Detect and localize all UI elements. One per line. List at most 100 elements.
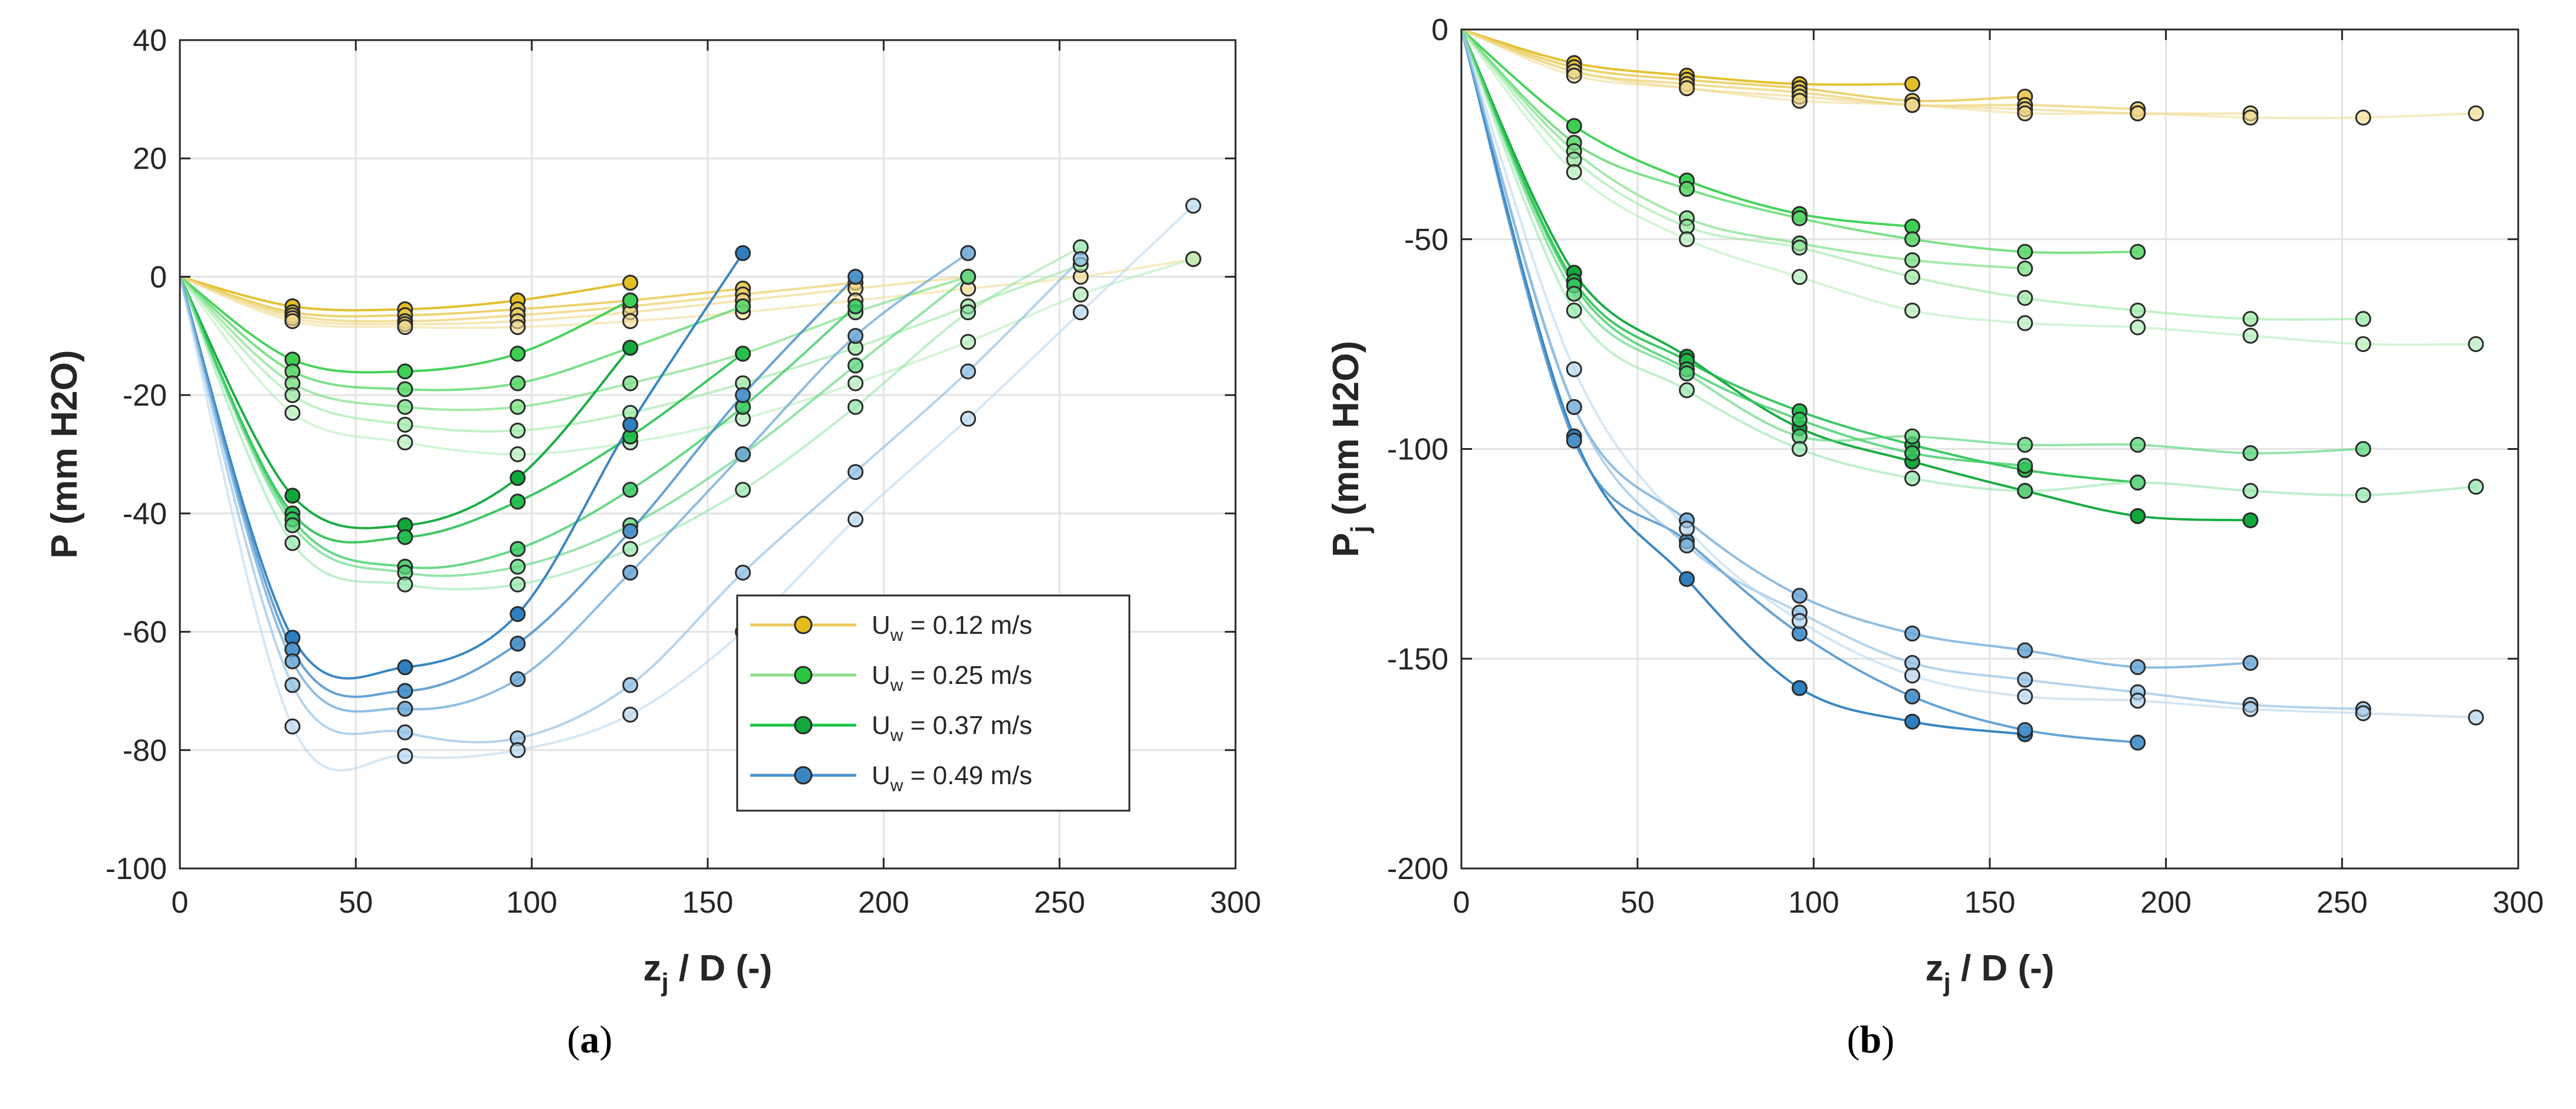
data-point-0.12	[2355, 109, 2371, 126]
data-point-0.49	[847, 268, 864, 285]
legend-marker	[794, 616, 813, 634]
data-point-0.37	[1904, 428, 1921, 445]
data-point-0.49	[2017, 672, 2033, 688]
data-point-0.25	[397, 434, 413, 450]
data-point-0.37	[1678, 365, 1695, 381]
data-point-0.12	[284, 313, 301, 330]
legend-item: Uw = 0.37 m/s	[750, 711, 1032, 745]
chart-a: 0 50 100 150 200 250 300 -100 -80 -60 -40 -20 0 20 40 z…	[44, 24, 1261, 1061]
data-point-0.49	[622, 416, 639, 433]
y-axis-label-main: P	[1326, 533, 1366, 557]
data-point-0.37	[1791, 441, 1808, 457]
data-point-0.49	[847, 511, 864, 528]
data-point-0.49	[735, 446, 751, 462]
data-point-0.49	[847, 328, 864, 344]
data-point-0.49	[1791, 680, 1808, 696]
data-point-0.49	[1072, 251, 1089, 267]
data-point-0.49	[2017, 722, 2033, 738]
data-point-0.49	[397, 724, 413, 741]
series-line-0.12	[1461, 28, 2025, 103]
data-point-0.49	[2130, 735, 2146, 751]
data-point-0.25	[2242, 311, 2259, 327]
data-point-0.49	[1904, 667, 1921, 684]
data-point-0.49	[2242, 654, 2259, 671]
series-line-0.37	[1460, 29, 2251, 522]
data-point-0.12	[1791, 93, 1808, 109]
data-point-0.49	[735, 387, 751, 403]
data-point-0.49	[1904, 688, 1921, 705]
data-point-0.25	[510, 422, 526, 439]
data-point-0.12	[2017, 105, 2033, 121]
y-tick-label: -100	[1387, 433, 1448, 467]
data-point-0.49	[735, 564, 751, 581]
data-point-0.49	[2467, 709, 2484, 726]
data-point-0.25	[510, 375, 526, 391]
data-point-0.49	[1678, 537, 1695, 554]
y-tick-label: -40	[123, 497, 167, 531]
x-tick-label: 250	[1034, 886, 1085, 920]
data-point-0.49	[1566, 399, 1582, 415]
data-point-0.12	[510, 319, 526, 335]
data-point-0.25	[1566, 164, 1582, 180]
x-tick-label: 100	[1788, 886, 1839, 920]
data-point-0.49	[510, 605, 526, 622]
x-axis-label: zj / D (-)	[643, 948, 773, 997]
data-point-0.25	[2017, 315, 2033, 331]
data-point-0.49	[2130, 659, 2146, 675]
panel-label-close: )	[1881, 1018, 1894, 1061]
x-axis-label: zj / D (-)	[1926, 948, 2055, 997]
data-point-0.37	[510, 576, 526, 593]
data-point-0.49	[2242, 701, 2259, 718]
series-line-0.49	[179, 258, 1082, 743]
data-point-0.49	[1678, 571, 1695, 587]
data-point-0.49	[1904, 626, 1921, 642]
x-tick-label: 300	[1210, 886, 1261, 920]
data-point-0.49	[1678, 521, 1695, 537]
data-point-0.25	[1185, 251, 1201, 267]
data-point-0.12	[1904, 75, 1921, 92]
y-tick-label: -20	[123, 379, 167, 413]
x-tick-label: 0	[1453, 886, 1470, 920]
data-point-0.25	[2017, 289, 2033, 306]
data-point-0.37	[397, 529, 413, 545]
data-point-0.37	[397, 576, 413, 593]
data-point-0.25	[1072, 287, 1089, 303]
panel-label-close: )	[600, 1018, 613, 1061]
data-point-0.12	[1904, 97, 1921, 113]
data-point-0.37	[2017, 436, 2033, 453]
data-point-0.12	[1678, 80, 1695, 97]
legend-marker	[794, 766, 813, 785]
data-point-0.49	[2017, 688, 2033, 705]
data-point-0.25	[397, 416, 413, 433]
data-point-0.37	[735, 345, 751, 362]
data-point-0.49	[622, 677, 639, 693]
data-point-0.49	[397, 683, 413, 699]
x-tick-label: 50	[339, 886, 373, 920]
data-point-0.37	[2130, 508, 2146, 524]
series-line-0.49	[1460, 29, 2364, 710]
data-point-0.49	[510, 671, 526, 687]
data-point-0.49	[2130, 692, 2146, 709]
data-point-0.25	[397, 363, 413, 380]
legend-label: Uw = 0.12 m/s	[872, 611, 1032, 645]
data-point-0.25	[1904, 252, 1921, 268]
data-point-0.37	[510, 541, 526, 557]
data-point-0.49	[622, 564, 639, 581]
data-point-0.37	[2130, 474, 2146, 491]
data-point-0.49	[622, 706, 639, 723]
data-point-0.37	[510, 493, 526, 510]
data-point-0.49	[1791, 613, 1808, 629]
legend-label: Uw = 0.49 m/s	[872, 761, 1032, 795]
data-point-0.37	[1904, 470, 1921, 486]
data-point-0.25	[1904, 231, 1921, 248]
legend-label-prefix: U	[872, 711, 891, 740]
data-point-0.37	[735, 482, 751, 498]
data-point-0.25	[2467, 336, 2484, 353]
data-point-0.37	[847, 298, 864, 315]
data-point-0.25	[735, 298, 751, 315]
y-axis-label-sub: j	[1346, 525, 1375, 533]
panel-label: (b)	[1847, 1018, 1895, 1061]
x-tick-label: 0	[172, 886, 189, 920]
